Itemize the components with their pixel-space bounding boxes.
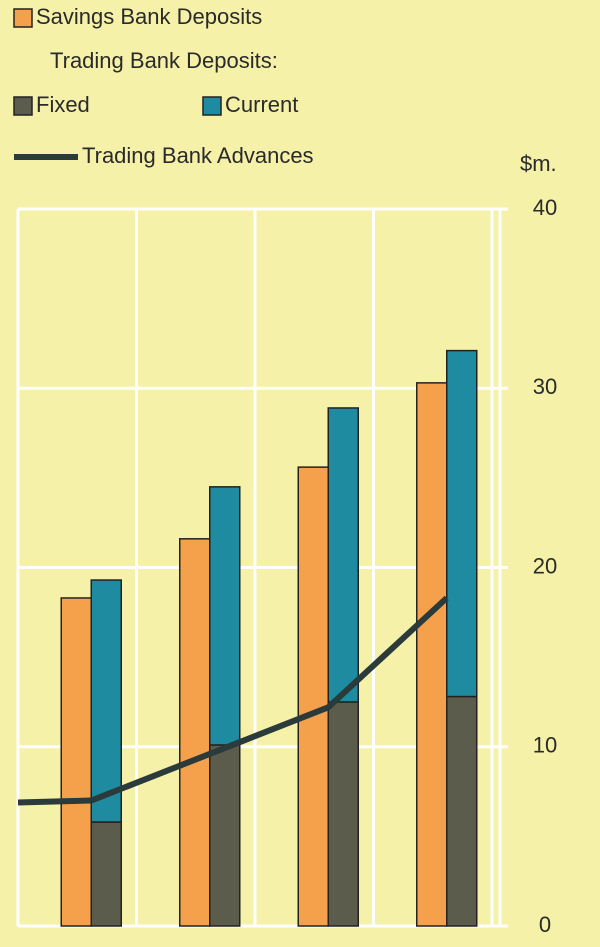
stacked-bar	[90, 579, 122, 823]
bar	[179, 538, 211, 927]
y-tick-label: 20	[533, 553, 557, 578]
legend-group-title: Trading Bank Deposits:	[50, 48, 278, 73]
y-tick-label: 30	[533, 374, 557, 399]
legend-label: Trading Bank Advances	[82, 143, 314, 168]
y-axis-label: $m.	[520, 151, 557, 176]
legend-swatch	[202, 96, 222, 116]
stacked-bar	[446, 695, 478, 927]
bar	[416, 382, 448, 927]
legend-label: Current	[225, 92, 298, 117]
bar	[297, 466, 329, 927]
stacked-bar	[209, 744, 241, 927]
stacked-bar	[446, 349, 478, 698]
line-lead-in	[17, 797, 92, 806]
bar	[60, 597, 92, 927]
stacked-bar	[327, 407, 359, 703]
line	[90, 595, 449, 804]
y-tick-label: 10	[533, 733, 557, 758]
stacked-bar	[327, 701, 359, 927]
legend-label: Fixed	[36, 92, 90, 117]
stacked-bar	[209, 486, 241, 746]
y-tick-label: 0	[539, 912, 551, 937]
legend-swatch	[13, 96, 33, 116]
y-tick-label: 40	[533, 195, 557, 220]
legend-label: Savings Bank Deposits	[36, 4, 262, 29]
stacked-bar	[90, 821, 122, 927]
legend-swatch	[13, 8, 33, 28]
